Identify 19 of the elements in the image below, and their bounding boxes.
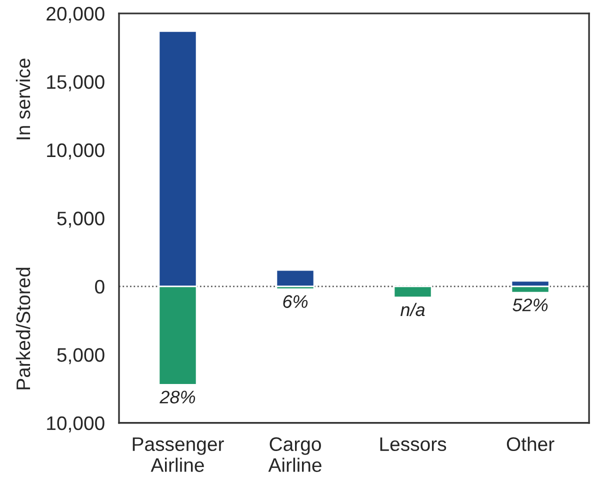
annotation: 52% — [512, 298, 548, 312]
annotation: n/a — [400, 302, 425, 316]
y-tick-label: 10,000 — [47, 143, 104, 160]
bar — [393, 286, 432, 298]
x-tick-label: Cargo Airline — [268, 437, 322, 472]
y-tick-label: 5,000 — [57, 212, 104, 228]
text: Parked/Stored — [16, 268, 30, 390]
y-axis-title: In service — [16, 58, 30, 140]
x-tick-label: Passenger Airline — [132, 437, 224, 472]
annotation: 28% — [160, 390, 196, 404]
x-tick-label: Lessors — [380, 437, 446, 452]
y-tick-label: 15,000 — [47, 75, 104, 92]
y-tick-label: 10,000 — [47, 416, 104, 432]
y-tick-label: 5,000 — [57, 348, 104, 364]
x-tick-label: Other — [506, 436, 554, 452]
y-tick-label: 20,000 — [46, 6, 104, 23]
y-tick-label: 0 — [95, 280, 104, 294]
bar — [276, 269, 315, 288]
annotation: 6% — [283, 295, 308, 308]
